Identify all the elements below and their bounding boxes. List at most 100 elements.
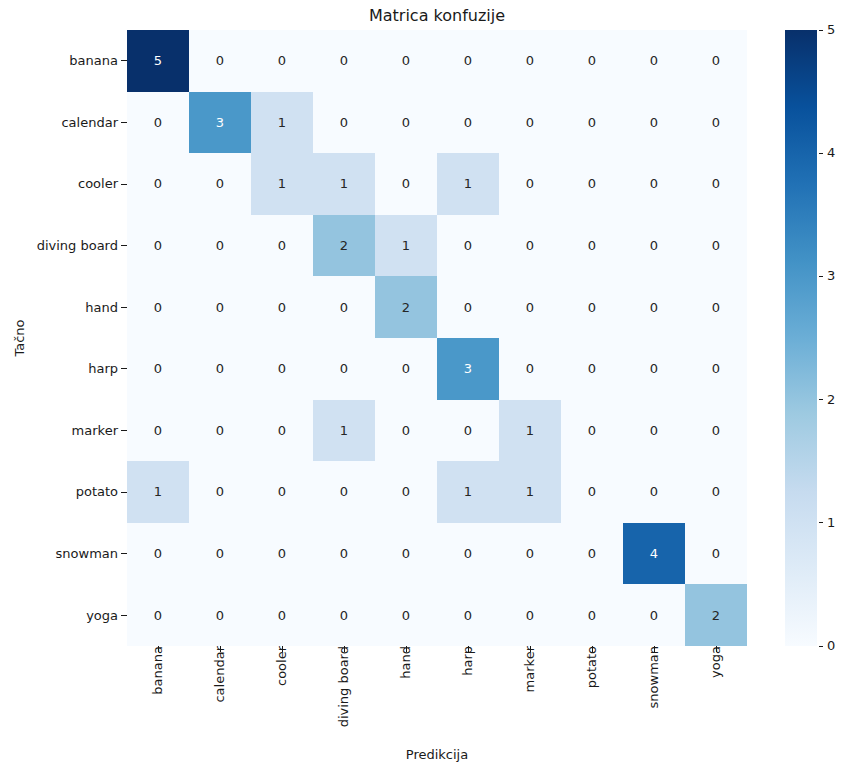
y-tick-label: yoga xyxy=(0,584,118,646)
colorbar-tick-label: 1 xyxy=(827,515,844,531)
cell-value: 0 xyxy=(278,300,286,315)
cell-value: 0 xyxy=(154,608,162,623)
cell-value: 0 xyxy=(154,115,162,130)
x-tick-label: yoga xyxy=(708,646,724,746)
cell-value: 0 xyxy=(712,546,720,561)
cell-value: 0 xyxy=(216,361,224,376)
y-tick-mark xyxy=(121,245,127,246)
cell-value: 0 xyxy=(340,115,348,130)
cell-value: 0 xyxy=(278,546,286,561)
y-tick-mark xyxy=(121,307,127,308)
y-tick-label: harp xyxy=(0,338,118,400)
x-tick-label: snowman xyxy=(646,646,662,746)
y-tick-mark xyxy=(121,553,127,554)
cell-value: 0 xyxy=(216,423,224,438)
cell-value: 0 xyxy=(588,361,596,376)
cell-value: 0 xyxy=(650,484,658,499)
heatmap-cell: 0 xyxy=(623,153,685,215)
cell-value: 0 xyxy=(278,423,286,438)
x-axis-label: Predikcija xyxy=(127,747,747,762)
heatmap-cell: 0 xyxy=(189,461,251,523)
colorbar-tick-mark xyxy=(819,522,823,523)
heatmap-cell: 0 xyxy=(127,276,189,338)
heatmap-cell: 0 xyxy=(499,523,561,585)
x-tick-label: harp xyxy=(460,646,476,746)
cell-value: 0 xyxy=(588,423,596,438)
cell-value: 0 xyxy=(340,361,348,376)
heatmap-cell: 0 xyxy=(623,584,685,646)
cell-value: 3 xyxy=(464,361,472,376)
heatmap-cell: 0 xyxy=(375,584,437,646)
heatmap-cell: 0 xyxy=(127,215,189,277)
colorbar xyxy=(785,30,817,646)
colorbar-tick-label: 3 xyxy=(827,268,844,284)
x-tick-label: calendar xyxy=(212,646,228,746)
heatmap-cell: 0 xyxy=(685,276,747,338)
heatmap-cell: 0 xyxy=(313,523,375,585)
colorbar-tick-label: 4 xyxy=(827,145,844,161)
cell-value: 0 xyxy=(216,608,224,623)
colorbar-tick-mark xyxy=(819,276,823,277)
heatmap-cell: 0 xyxy=(375,92,437,154)
cell-value: 0 xyxy=(650,115,658,130)
heatmap-cell: 0 xyxy=(313,30,375,92)
heatmap-cell: 0 xyxy=(685,523,747,585)
cell-value: 0 xyxy=(464,546,472,561)
heatmap-cell: 5 xyxy=(127,30,189,92)
heatmap-cell: 0 xyxy=(127,92,189,154)
heatmap-cell: 0 xyxy=(375,338,437,400)
x-tick-label: potato xyxy=(584,646,600,746)
cell-value: 0 xyxy=(402,176,410,191)
y-tick-label: marker xyxy=(0,400,118,462)
cell-value: 0 xyxy=(278,361,286,376)
cell-value: 0 xyxy=(712,53,720,68)
heatmap-cell: 0 xyxy=(623,338,685,400)
cell-value: 0 xyxy=(650,238,658,253)
cell-value: 0 xyxy=(154,361,162,376)
cell-value: 0 xyxy=(216,176,224,191)
cell-value: 0 xyxy=(464,423,472,438)
heatmap-cell: 0 xyxy=(623,92,685,154)
cell-value: 0 xyxy=(526,176,534,191)
heatmap-cell: 0 xyxy=(437,400,499,462)
cell-value: 0 xyxy=(588,608,596,623)
cell-value: 0 xyxy=(712,238,720,253)
heatmap-cell: 0 xyxy=(251,215,313,277)
heatmap-cell: 0 xyxy=(127,338,189,400)
cell-value: 0 xyxy=(588,484,596,499)
heatmap-cell: 2 xyxy=(375,276,437,338)
cell-value: 0 xyxy=(650,176,658,191)
heatmap-cell: 0 xyxy=(437,276,499,338)
cell-value: 0 xyxy=(712,115,720,130)
heatmap-cell: 1 xyxy=(499,461,561,523)
x-tick-mark xyxy=(158,646,159,652)
heatmap-cell: 0 xyxy=(189,584,251,646)
heatmap-cell: 0 xyxy=(127,584,189,646)
cell-value: 1 xyxy=(464,484,472,499)
heatmap-cell: 0 xyxy=(251,338,313,400)
y-tick-label: snowman xyxy=(0,523,118,585)
cell-value: 0 xyxy=(464,238,472,253)
cell-value: 1 xyxy=(340,423,348,438)
cell-value: 1 xyxy=(464,176,472,191)
x-tick-mark xyxy=(716,646,717,652)
x-tick-label: hand xyxy=(398,646,414,746)
heatmap-cell: 0 xyxy=(189,276,251,338)
heatmap-cell: 0 xyxy=(499,276,561,338)
heatmap-cell: 0 xyxy=(561,215,623,277)
cell-value: 0 xyxy=(526,115,534,130)
x-tick-label: diving board xyxy=(336,646,352,746)
cell-value: 3 xyxy=(216,115,224,130)
cell-value: 0 xyxy=(340,608,348,623)
heatmap-cell: 0 xyxy=(561,400,623,462)
cell-value: 0 xyxy=(712,423,720,438)
heatmap-cell: 0 xyxy=(499,153,561,215)
cell-value: 1 xyxy=(278,115,286,130)
heatmap-cell: 0 xyxy=(561,92,623,154)
heatmap-cell: 0 xyxy=(437,30,499,92)
colorbar-tick-label: 2 xyxy=(827,392,844,408)
heatmap-cell: 0 xyxy=(623,215,685,277)
heatmap-cell: 0 xyxy=(127,153,189,215)
heatmap-cell: 0 xyxy=(499,584,561,646)
cell-value: 0 xyxy=(650,53,658,68)
